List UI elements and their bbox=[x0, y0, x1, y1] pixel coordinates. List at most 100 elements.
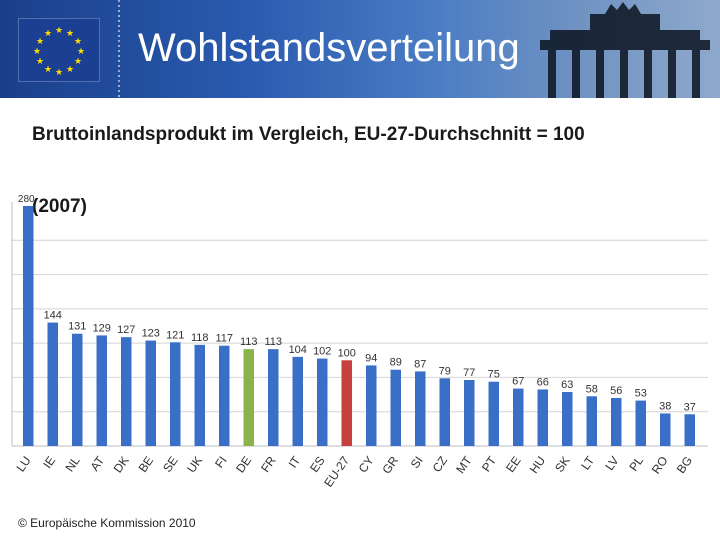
svg-text:★: ★ bbox=[55, 26, 63, 36]
bar-es bbox=[317, 358, 328, 446]
data-label-lt: 58 bbox=[586, 383, 598, 395]
tick-label-dk: DK bbox=[111, 454, 132, 476]
tick-label-fr: FR bbox=[258, 453, 279, 474]
tick-label-cy: CY bbox=[356, 454, 377, 476]
bar-cz bbox=[439, 378, 450, 446]
tick-label-gr: GR bbox=[379, 453, 401, 476]
bar-lt bbox=[586, 396, 597, 446]
tick-label-it: IT bbox=[286, 453, 304, 470]
tick-label-de: DE bbox=[233, 454, 254, 476]
data-label-hu: 66 bbox=[537, 376, 549, 388]
chart-year: (2007) bbox=[32, 196, 87, 217]
svg-text:★: ★ bbox=[33, 47, 41, 57]
bar-fr bbox=[268, 349, 279, 446]
svg-text:★: ★ bbox=[66, 65, 74, 75]
data-label-cy: 94 bbox=[365, 352, 377, 364]
tick-label-es: ES bbox=[307, 454, 328, 475]
data-label-bg: 37 bbox=[684, 401, 696, 413]
bar-ee bbox=[513, 388, 524, 446]
tick-label-lt: LT bbox=[578, 453, 597, 472]
bar-bg bbox=[684, 414, 695, 446]
data-label-ie: 144 bbox=[44, 310, 62, 322]
bar-eu-27 bbox=[341, 360, 352, 446]
tick-label-nl: NL bbox=[62, 453, 82, 474]
data-label-si: 87 bbox=[414, 358, 426, 370]
bar-cy bbox=[366, 365, 377, 446]
bar-gr bbox=[390, 369, 401, 446]
bar-sk bbox=[562, 392, 573, 446]
header-divider bbox=[118, 0, 120, 98]
svg-text:★: ★ bbox=[36, 37, 44, 47]
data-label-se: 121 bbox=[166, 329, 184, 341]
header-banner: ★ ★ ★ ★ ★ ★ ★ ★ ★ ★ ★ ★ Wohlstandsverteilung bbox=[0, 0, 720, 98]
data-label-de: 113 bbox=[240, 336, 258, 348]
bar-be bbox=[145, 340, 156, 446]
tick-label-ro: RO bbox=[649, 454, 671, 477]
svg-text:★: ★ bbox=[44, 65, 52, 75]
bar-lv bbox=[611, 398, 622, 446]
tick-label-ie: IE bbox=[40, 454, 58, 471]
tick-label-sk: SK bbox=[552, 454, 573, 475]
bar-nl bbox=[72, 333, 83, 446]
bar-se bbox=[170, 342, 181, 446]
bar-fi bbox=[219, 345, 230, 446]
page-title: Wohlstandsverteilung bbox=[138, 26, 520, 70]
bar-pt bbox=[488, 381, 499, 446]
bar-it bbox=[292, 356, 303, 446]
tick-label-at: AT bbox=[87, 453, 107, 473]
data-label-nl: 131 bbox=[68, 321, 86, 333]
data-label-gr: 89 bbox=[390, 357, 402, 369]
data-label-pl: 53 bbox=[635, 388, 647, 400]
svg-text:★: ★ bbox=[66, 29, 74, 39]
chart-subtitle: Bruttoinlandsprodukt im Vergleich, EU-27… bbox=[32, 124, 585, 145]
copyright-footer: © Europäische Kommission 2010 bbox=[18, 516, 196, 530]
tick-label-pl: PL bbox=[626, 453, 646, 473]
bar-hu bbox=[537, 389, 548, 446]
bar-lu bbox=[23, 206, 34, 446]
bar-mt bbox=[464, 380, 475, 446]
tick-label-se: SE bbox=[160, 454, 181, 475]
bar-pl bbox=[635, 400, 646, 446]
tick-label-mt: MT bbox=[453, 453, 475, 476]
tick-label-lu: LU bbox=[13, 454, 33, 475]
tick-label-pt: PT bbox=[479, 453, 500, 474]
data-label-it: 104 bbox=[289, 344, 307, 356]
tick-label-lv: LV bbox=[602, 454, 621, 473]
tick-label-hu: HU bbox=[527, 454, 548, 476]
tick-label-uk: UK bbox=[184, 454, 205, 476]
data-label-ee: 67 bbox=[512, 376, 524, 388]
data-label-fr: 113 bbox=[264, 336, 282, 348]
bar-at bbox=[96, 335, 107, 446]
data-label-dk: 127 bbox=[117, 324, 135, 336]
tick-label-ee: EE bbox=[503, 454, 524, 475]
tick-label-fi: FI bbox=[212, 454, 230, 471]
bar-de bbox=[243, 349, 254, 446]
data-label-lv: 56 bbox=[610, 385, 622, 397]
data-label-uk: 118 bbox=[191, 332, 209, 344]
svg-text:★: ★ bbox=[36, 57, 44, 67]
tick-label-eu-27: EU-27 bbox=[321, 453, 352, 489]
bar-ie bbox=[47, 322, 58, 446]
eu-flag-logo: ★ ★ ★ ★ ★ ★ ★ ★ ★ ★ ★ ★ bbox=[18, 18, 100, 82]
data-label-be: 123 bbox=[142, 328, 160, 340]
gdp-bar-chart: 280 LU 144 IE 131 NL 129 AT 127 DK 123 BE 121 SE 118 UK… bbox=[11, 194, 708, 490]
bar-dk bbox=[121, 337, 132, 446]
svg-text:★: ★ bbox=[74, 57, 82, 67]
tick-label-bg: BG bbox=[674, 454, 695, 476]
data-label-fi: 117 bbox=[215, 333, 233, 345]
brandenburg-gate-icon bbox=[540, 2, 710, 98]
svg-text:★: ★ bbox=[44, 29, 52, 39]
data-label-at: 129 bbox=[93, 322, 111, 334]
data-label-lu: 280 bbox=[18, 194, 35, 205]
data-label-sk: 63 bbox=[561, 379, 573, 391]
bar-si bbox=[415, 371, 426, 446]
svg-text:★: ★ bbox=[77, 47, 85, 57]
bar-ro bbox=[660, 413, 671, 446]
svg-text:★: ★ bbox=[55, 68, 63, 78]
data-label-es: 102 bbox=[313, 346, 331, 358]
data-label-ro: 38 bbox=[659, 400, 671, 412]
data-label-pt: 75 bbox=[488, 369, 500, 381]
data-label-eu-27: 100 bbox=[338, 347, 356, 359]
data-label-cz: 79 bbox=[439, 365, 451, 377]
data-label-mt: 77 bbox=[463, 367, 475, 379]
